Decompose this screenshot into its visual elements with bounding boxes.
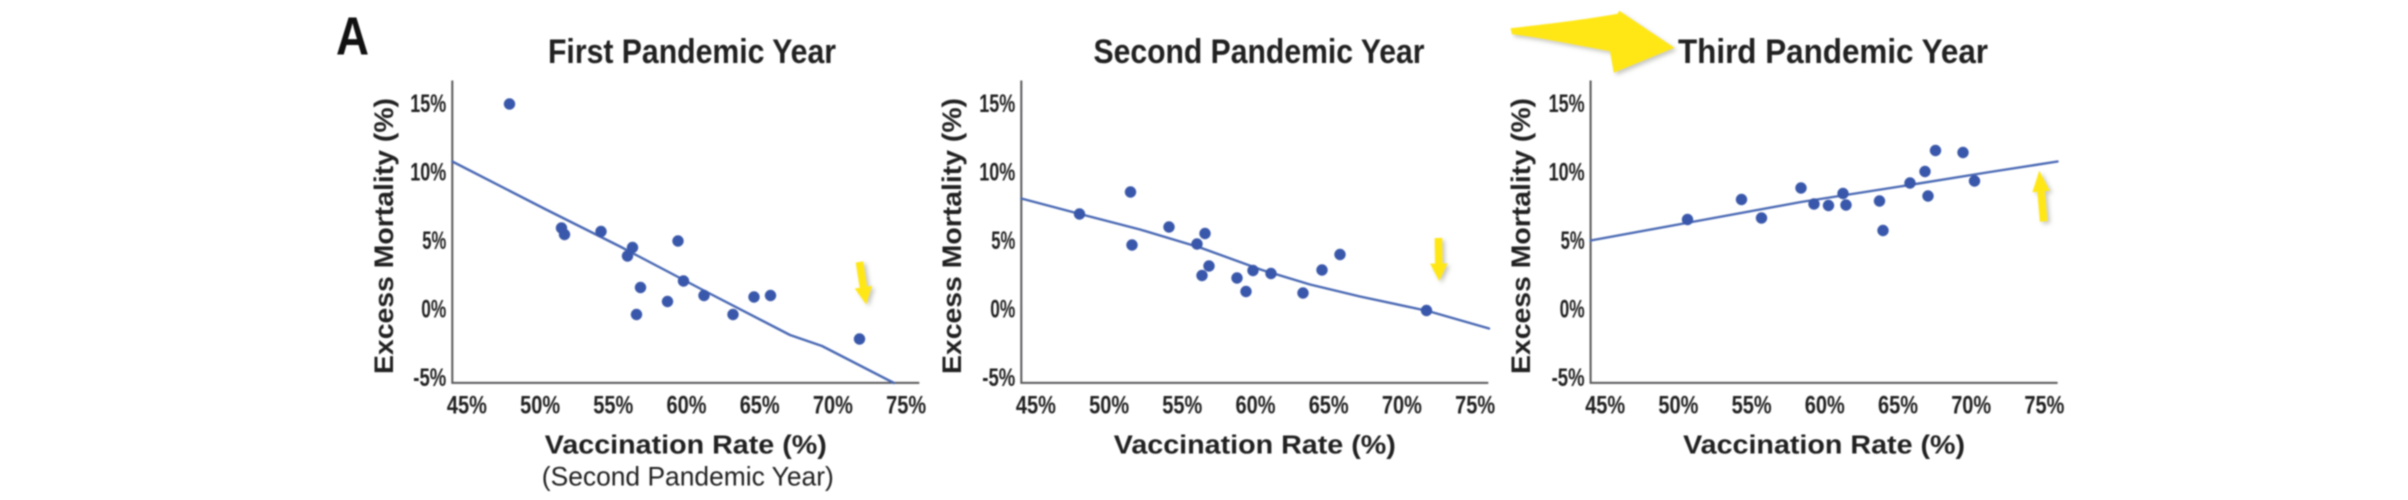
svg-text:Third Pandemic Year: Third Pandemic Year bbox=[1678, 33, 1988, 71]
svg-text:5%: 5% bbox=[1561, 227, 1585, 255]
svg-text:45%: 45% bbox=[1585, 392, 1625, 420]
svg-text:45%: 45% bbox=[1016, 392, 1056, 420]
svg-text:0%: 0% bbox=[421, 296, 446, 324]
svg-text:(Second Pandemic Year): (Second Pandemic Year) bbox=[542, 462, 834, 492]
svg-text:50%: 50% bbox=[1658, 392, 1698, 420]
svg-text:45%: 45% bbox=[447, 392, 487, 420]
svg-text:Excess Mortality (%): Excess Mortality (%) bbox=[937, 98, 967, 374]
svg-text:60%: 60% bbox=[667, 392, 707, 420]
svg-text:15%: 15% bbox=[1549, 90, 1585, 118]
svg-text:0%: 0% bbox=[1560, 296, 1585, 324]
svg-text:First Pandemic Year: First Pandemic Year bbox=[548, 33, 836, 71]
svg-text:75%: 75% bbox=[2024, 392, 2064, 420]
svg-text:70%: 70% bbox=[1951, 392, 1991, 420]
svg-text:Excess Mortality (%): Excess Mortality (%) bbox=[1506, 98, 1536, 374]
svg-text:Excess Mortality (%): Excess Mortality (%) bbox=[369, 98, 399, 374]
svg-text:75%: 75% bbox=[886, 392, 926, 420]
svg-text:0%: 0% bbox=[990, 296, 1015, 324]
svg-text:5%: 5% bbox=[991, 227, 1015, 255]
svg-text:50%: 50% bbox=[1089, 392, 1129, 420]
svg-text:5%: 5% bbox=[422, 227, 446, 255]
svg-text:10%: 10% bbox=[979, 159, 1015, 187]
svg-text:65%: 65% bbox=[740, 392, 780, 420]
svg-text:60%: 60% bbox=[1805, 392, 1845, 420]
svg-text:-5%: -5% bbox=[413, 364, 446, 392]
svg-text:A: A bbox=[336, 7, 369, 67]
svg-text:55%: 55% bbox=[593, 392, 633, 420]
svg-text:10%: 10% bbox=[1549, 159, 1585, 187]
svg-text:-5%: -5% bbox=[982, 364, 1015, 392]
svg-text:75%: 75% bbox=[1455, 392, 1495, 420]
svg-text:70%: 70% bbox=[1382, 392, 1422, 420]
svg-text:Second Pandemic Year: Second Pandemic Year bbox=[1094, 33, 1425, 71]
svg-text:Vaccination Rate (%): Vaccination Rate (%) bbox=[545, 432, 827, 460]
svg-text:-5%: -5% bbox=[1552, 364, 1585, 392]
svg-text:10%: 10% bbox=[410, 159, 446, 187]
svg-text:15%: 15% bbox=[979, 90, 1015, 118]
svg-text:Vaccination Rate (%): Vaccination Rate (%) bbox=[1683, 432, 1965, 460]
svg-text:70%: 70% bbox=[813, 392, 853, 420]
svg-text:65%: 65% bbox=[1878, 392, 1918, 420]
svg-text:55%: 55% bbox=[1162, 392, 1202, 420]
svg-text:60%: 60% bbox=[1236, 392, 1276, 420]
svg-text:15%: 15% bbox=[410, 90, 446, 118]
svg-text:55%: 55% bbox=[1732, 392, 1772, 420]
svg-text:Vaccination Rate (%): Vaccination Rate (%) bbox=[1114, 432, 1396, 460]
svg-text:65%: 65% bbox=[1309, 392, 1349, 420]
svg-text:50%: 50% bbox=[520, 392, 560, 420]
